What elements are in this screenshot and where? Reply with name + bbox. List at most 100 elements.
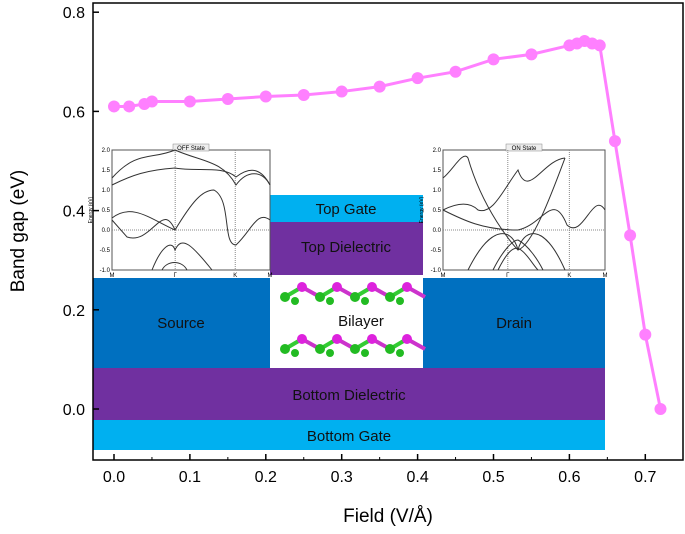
- x-tick-label: 0.3: [331, 469, 353, 486]
- y-tick-label: 0.4: [63, 204, 85, 221]
- atom: [280, 292, 290, 302]
- atom: [326, 349, 334, 357]
- inset-y-tick: 0.5: [102, 208, 111, 214]
- inset-y-tick: 1.5: [102, 168, 111, 174]
- inset-y-tick: 0.0: [102, 228, 111, 234]
- atom: [280, 344, 290, 354]
- y-tick-label: 0.0: [63, 402, 85, 419]
- band-curve: [492, 239, 544, 271]
- atom: [396, 349, 404, 357]
- source-label: Source: [157, 315, 205, 332]
- band-curve: [497, 247, 539, 271]
- atom: [396, 297, 404, 305]
- inset-k-label: K: [233, 273, 237, 279]
- inset-y-tick: -1.0: [431, 268, 442, 274]
- inset-title-box: [505, 143, 543, 152]
- inset-frame: [442, 149, 606, 271]
- x-axis-label: Field (V/Å): [343, 506, 433, 527]
- inset-y-tick: -1.0: [100, 268, 111, 274]
- data-point: [183, 95, 196, 108]
- y-axis-label: Band gap (eV): [8, 170, 29, 293]
- inset-k-label: M: [268, 273, 273, 279]
- atom: [326, 297, 334, 305]
- atom: [361, 297, 369, 305]
- device-schematic: Bottom Gate Bottom Dielectric Source Dra…: [93, 195, 605, 450]
- drain-label: Drain: [496, 315, 532, 332]
- band-structure-insets: OFF State Energy (eV) 2.0 1.5 1.0 0.5 0.0 -0.5 -…: [88, 143, 608, 279]
- x-tick-label: 0.2: [255, 469, 277, 486]
- y-tick-label: 0.8: [63, 5, 85, 22]
- inset-title: OFF State: [177, 146, 205, 152]
- data-point: [624, 229, 637, 242]
- inset-k-label: Γ: [506, 273, 510, 279]
- data-point: [259, 90, 272, 103]
- top-dielectric: [270, 222, 423, 275]
- inset-y-tick: -0.5: [431, 248, 442, 254]
- atom: [332, 334, 342, 344]
- data-point: [608, 135, 621, 148]
- atom: [385, 344, 395, 354]
- inset-title-box: [172, 143, 210, 152]
- inset-y-tick: -0.5: [100, 248, 111, 254]
- inset-y-tick: 1.0: [102, 188, 111, 194]
- inset-off-state: OFF State Energy (eV) 2.0 1.5 1.0 0.5 0.0 -0.5 -…: [88, 143, 273, 279]
- data-point: [411, 72, 424, 85]
- bilayer-label: Bilayer: [338, 313, 384, 330]
- data-point: [221, 93, 234, 105]
- atom: [367, 334, 377, 344]
- x-tick-label: 0.4: [406, 469, 428, 486]
- atom: [332, 282, 342, 292]
- inset-k-label: Γ: [174, 273, 178, 279]
- x-tick-label: 0.1: [179, 469, 201, 486]
- atom: [367, 282, 377, 292]
- top-dielectric-label: Top Dielectric: [301, 239, 392, 256]
- inset-y-tick: 0.0: [433, 228, 442, 234]
- y-tick-label: 0.2: [63, 303, 85, 320]
- inset-title: ON State: [512, 146, 537, 152]
- inset-k-label: M: [603, 273, 608, 279]
- inset-y-tick: 1.0: [433, 188, 442, 194]
- bottom-dielectric-label: Bottom Dielectric: [292, 387, 406, 404]
- data-point: [145, 95, 158, 108]
- data-point: [593, 39, 606, 52]
- inset-k-label: M: [110, 273, 115, 279]
- x-tick-label: 0.0: [103, 469, 125, 486]
- atom: [361, 349, 369, 357]
- drain: [423, 278, 605, 368]
- atom: [385, 292, 395, 302]
- band-curve: [151, 242, 213, 271]
- plot-frame: [92, 2, 684, 461]
- inset-k-label: K: [567, 273, 571, 279]
- atom: [350, 292, 360, 302]
- atom: [402, 334, 412, 344]
- inset-y-label: Energy (eV): [88, 196, 94, 223]
- bottom-gate: [93, 420, 605, 450]
- source: [93, 278, 270, 368]
- inset-on-state: ON State Energy (eV) 2.0 1.5 1.0 0.5 0.0 -0.5 -1…: [419, 143, 608, 279]
- data-point: [335, 85, 348, 98]
- atom: [291, 297, 299, 305]
- atom: [402, 282, 412, 292]
- atom: [297, 334, 307, 344]
- inset-k-label: M: [441, 273, 446, 279]
- data-point: [639, 328, 652, 341]
- atom: [291, 349, 299, 357]
- band-curve: [111, 149, 271, 186]
- inset-y-label: Energy (eV): [419, 196, 425, 223]
- inset-bands: [111, 149, 271, 271]
- atom: [297, 282, 307, 292]
- data-point: [373, 80, 386, 93]
- top-gate-label: Top Gate: [316, 201, 377, 218]
- y-tick-label: 0.6: [63, 104, 85, 121]
- inset-y-tick: 1.5: [433, 168, 442, 174]
- inset-y-tick: 2.0: [433, 148, 442, 154]
- data-point: [297, 89, 310, 102]
- data-point: [449, 65, 462, 78]
- band-curve: [111, 219, 176, 239]
- x-tick-label: 0.6: [558, 469, 580, 486]
- inset-bands: [442, 155, 606, 271]
- inset-y-tick: 2.0: [102, 148, 111, 154]
- top-gate: [270, 195, 423, 222]
